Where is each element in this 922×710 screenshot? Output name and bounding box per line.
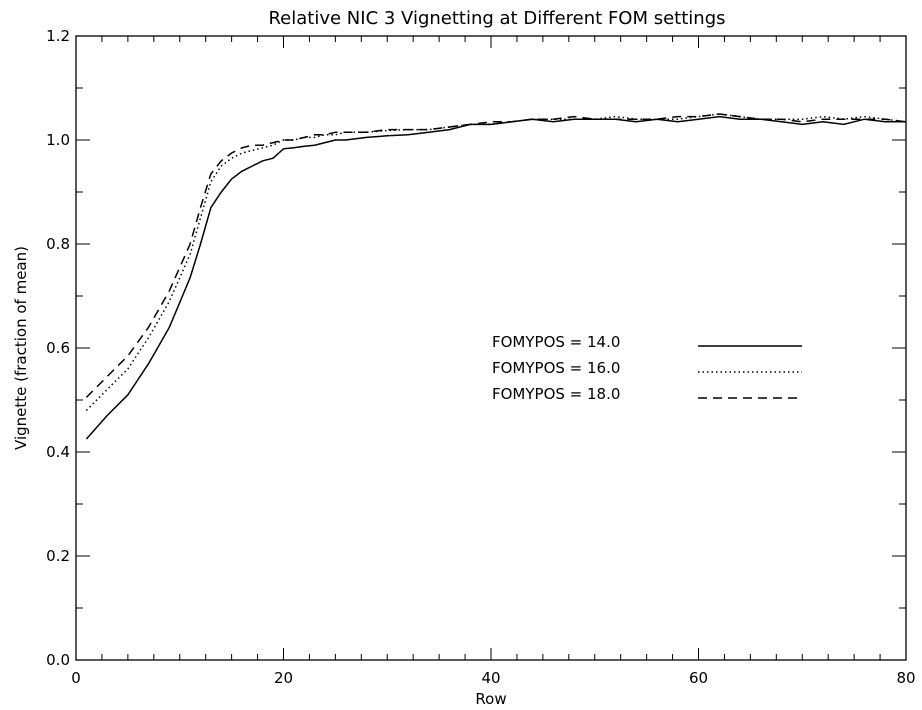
chart-title: Relative NIC 3 Vignetting at Different F… <box>268 8 725 29</box>
y-tick-label: 0.6 <box>46 339 70 357</box>
series-line-1 <box>85 115 906 440</box>
x-tick-label: 60 <box>689 669 708 687</box>
series-lines <box>85 113 907 440</box>
y-tick-label: 0.4 <box>46 443 70 461</box>
x-axis-title: Row <box>475 690 506 708</box>
x-tick-label: 0 <box>71 669 81 687</box>
y-axis-title: Vignette (fraction of mean) <box>12 246 30 450</box>
x-tick-label: 20 <box>274 669 293 687</box>
x-tick-label: 80 <box>896 669 915 687</box>
axis-ticks: 0 20 40 60 80 0.0 0.2 0.4 0.6 0.8 1.0 1.2 <box>46 27 915 687</box>
y-tick-label: 0.0 <box>46 651 70 669</box>
legend-label-2: FOMYPOS = 16.0 <box>492 359 620 377</box>
y-tick-label: 0.2 <box>46 547 70 565</box>
y-tick-label: 1.2 <box>46 27 70 45</box>
y-tick-label: 0.8 <box>46 235 70 253</box>
x-tick-label: 40 <box>481 669 500 687</box>
legend-label-3: FOMYPOS = 18.0 <box>492 385 620 403</box>
legend-label-1: FOMYPOS = 14.0 <box>492 333 620 351</box>
y-tick-label: 1.0 <box>46 131 70 149</box>
legend: FOMYPOS = 14.0 FOMYPOS = 16.0 FOMYPOS = 18… <box>492 333 802 403</box>
series-line-3 <box>85 113 907 398</box>
plot-frame <box>75 35 907 661</box>
series-line-2 <box>85 113 907 411</box>
